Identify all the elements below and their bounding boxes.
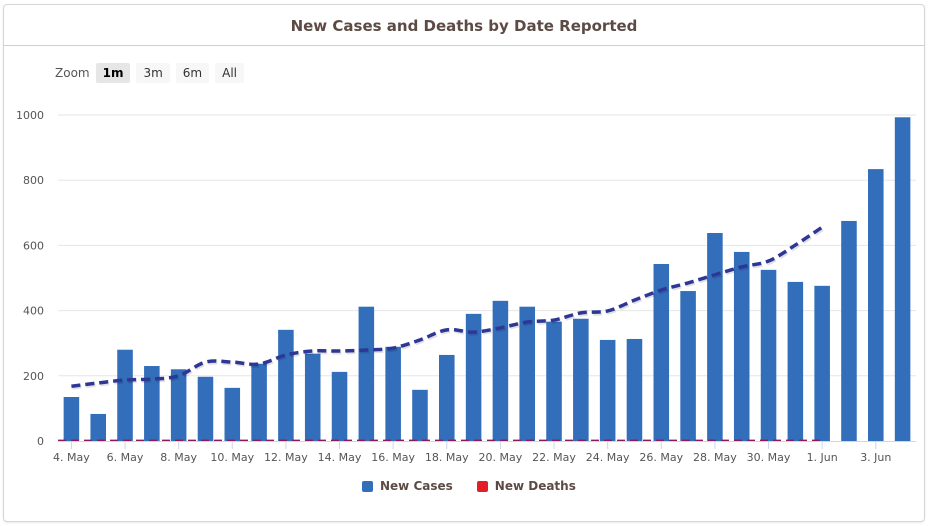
bar-new-cases [63,396,80,441]
x-tick-label: 16. May [371,451,415,464]
legend: New Cases New Deaths [362,479,600,493]
x-tick-label: 8. May [160,451,197,464]
bar-new-cases [90,413,106,441]
new-deaths-swatch-icon [476,480,488,492]
chart-title: New Cases and Deaths by Date Reported [290,17,638,35]
bar-new-cases [439,354,455,441]
zoom-3m-button[interactable]: 3m [136,63,170,83]
trend-lines [58,225,825,442]
bar-new-cases [787,281,804,441]
bar-new-cases [331,371,348,441]
x-tick-label: 12. May [264,451,308,464]
bar-new-cases [278,329,294,441]
x-tick-label: 22. May [532,451,576,464]
legend-item-new-deaths[interactable]: New Deaths [476,479,576,493]
x-tick-label: 30. May [747,451,791,464]
bar-new-cases [841,220,857,441]
zoom-label: Zoom [55,66,90,80]
legend-item-new-cases[interactable]: New Cases [362,479,453,493]
title-divider [4,45,924,46]
bar-new-cases [251,363,267,441]
y-tick-label: 400 [23,305,44,318]
bar-new-cases [894,117,911,442]
x-tick-label: 18. May [425,451,469,464]
x-tick-label: 24. May [586,451,630,464]
bar-new-cases [680,291,696,441]
bar-new-cases [170,369,187,441]
bar-new-cases [814,285,830,441]
x-tick-label: 26. May [639,451,683,464]
bar-new-cases [412,389,428,441]
moving-average-line [71,225,824,388]
x-tick-label: 1. Jun [807,451,838,464]
y-tick-label: 200 [23,370,44,383]
x-tick-label: 10. May [210,451,254,464]
zoom-1m-button[interactable]: 1m [95,63,131,83]
y-tick-label: 1000 [16,109,44,122]
legend-label-new-deaths: New Deaths [494,479,576,493]
bar-new-cases [653,263,670,441]
bar-new-cases [144,366,160,441]
x-tick-label: 20. May [479,451,523,464]
bar-new-cases [519,306,535,441]
y-tick-label: 600 [23,239,44,252]
bar-new-cases [626,338,643,441]
bar-new-cases [117,349,133,441]
bar-new-cases [707,233,723,441]
bar-new-cases [868,169,884,441]
range-selector: Zoom 1m 3m 6m All [55,63,250,83]
bar-new-cases [304,353,321,441]
bar-new-cases [197,376,214,441]
bar-new-cases [760,269,777,441]
bar-new-cases [573,318,589,441]
y-axis: 0 200 400 600 800 1000 [16,109,44,448]
x-tick-label: 28. May [693,451,737,464]
x-tick-label: 14. May [318,451,362,464]
x-axis: 4. May 6. May 8. May 10. May 12. May 14. May 1… [53,441,916,464]
bar-new-cases [358,306,375,441]
new-cases-swatch-icon [362,480,373,492]
y-tick-label: 0 [37,435,44,448]
bar-new-cases [599,339,616,441]
x-tick-label: 4. May [53,451,90,464]
zoom-all-button[interactable]: All [215,63,244,83]
bar-new-cases [465,313,482,441]
bar-new-cases [224,387,241,441]
bar-new-cases [385,346,401,441]
legend-label-new-cases: New Cases [380,479,453,493]
zoom-6m-button[interactable]: 6m [175,63,210,83]
bar-new-cases [546,321,562,441]
new-cases-bars [63,117,911,442]
x-tick-label: 3. Jun [860,451,891,464]
gridlines [58,114,916,377]
y-tick-label: 800 [23,174,44,187]
bar-new-cases [492,300,509,441]
x-tick-label: 6. May [107,451,144,464]
bar-new-cases [733,251,750,441]
